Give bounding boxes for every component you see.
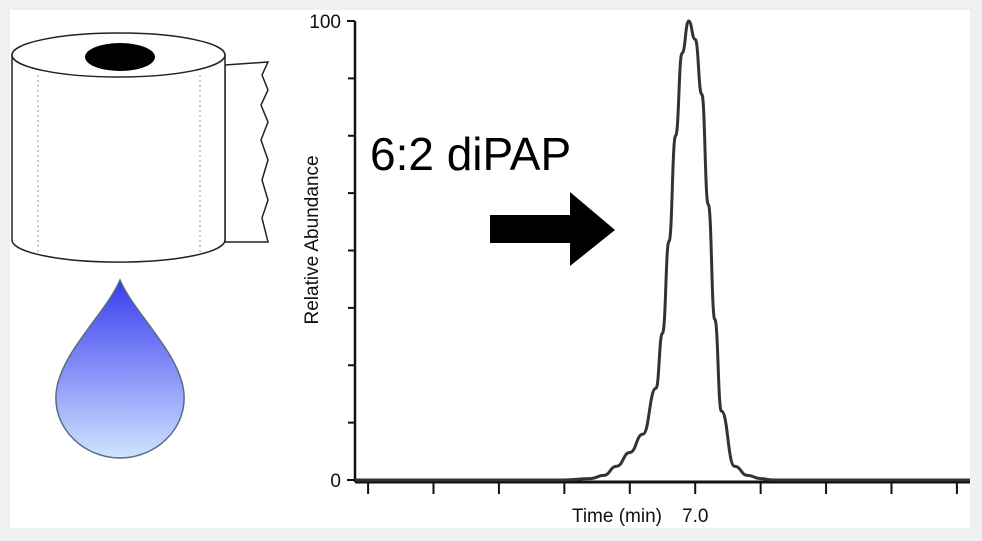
figure-panel: 100 0 7.0 Relative Abundance Time (min) 6…	[10, 10, 970, 528]
y-axis-ticks: 100 0	[309, 12, 355, 492]
toilet-paper-roll-icon	[11, 32, 270, 263]
chromatogram-trace	[355, 19, 970, 482]
x-axis-ticks: 7.0	[367, 482, 958, 527]
y-tick-label: 0	[330, 471, 341, 492]
x-tick-label: 7.0	[682, 506, 708, 527]
series-layer	[355, 19, 970, 482]
water-drop-icon	[55, 278, 185, 459]
right-arrow-icon	[490, 192, 615, 266]
x-axis-title: Time (min)	[572, 506, 662, 527]
figure-canvas: 100 0 7.0 Relative Abundance Time (min) 6…	[11, 12, 970, 527]
compound-label: 6:2 diPAP	[370, 128, 571, 180]
y-tick-label: 100	[309, 12, 341, 33]
chromatogram-chart: 100 0 7.0 Relative Abundance Time (min)	[302, 12, 970, 527]
y-axis-title: Relative Abundance	[302, 155, 323, 324]
